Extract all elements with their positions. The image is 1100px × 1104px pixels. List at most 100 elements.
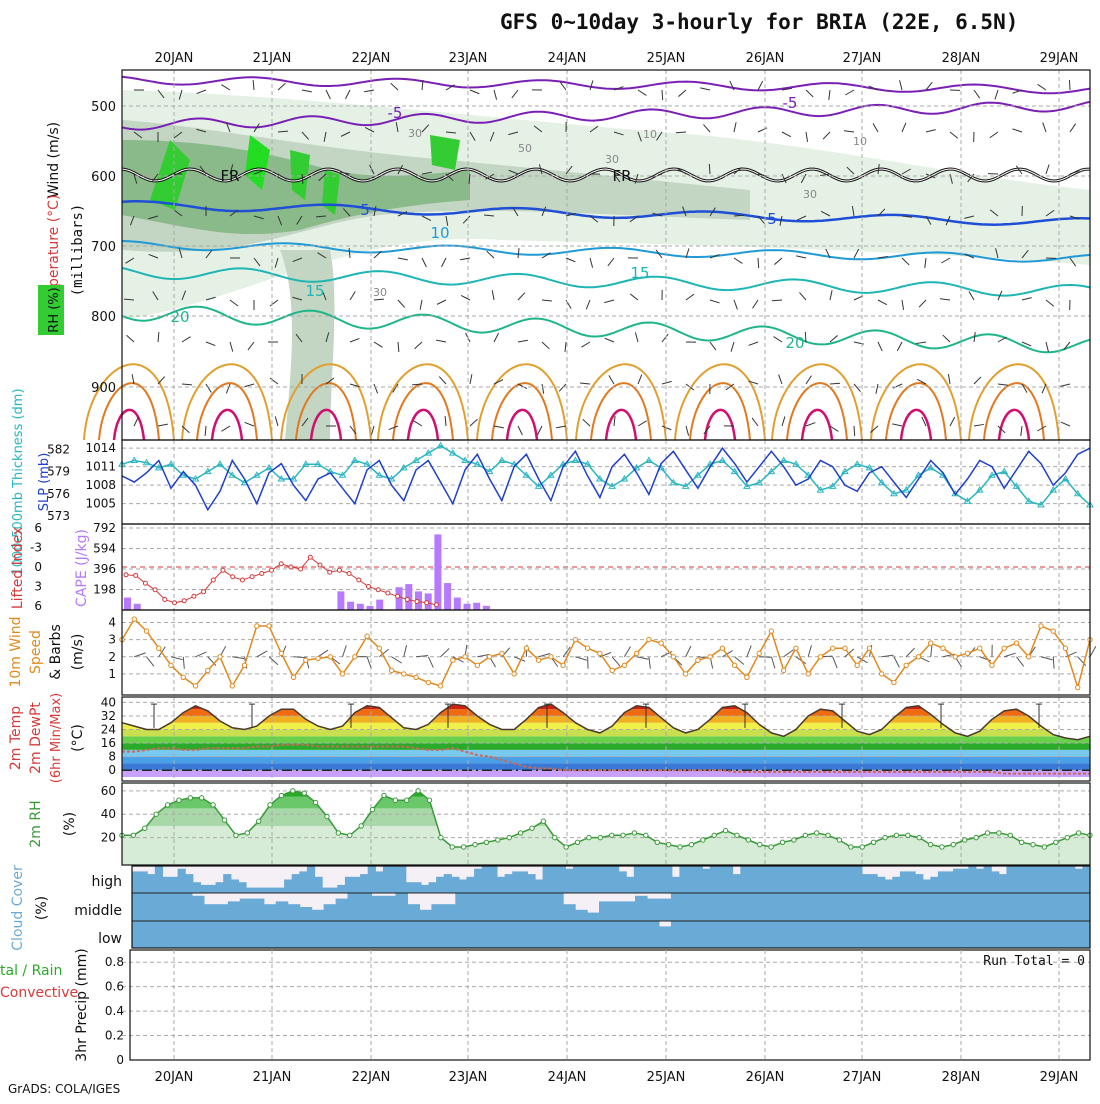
cape-bar — [444, 583, 451, 610]
rh2m-series-point — [553, 835, 557, 839]
slp-tick-0: 1014 — [85, 441, 116, 455]
wind10-series-point — [1039, 624, 1043, 628]
cloud-bar-middle — [324, 904, 337, 921]
cloud-bar-high — [664, 866, 672, 893]
cloud-bar-high — [459, 880, 467, 894]
wind10-barb — [624, 646, 630, 656]
wind10-series-point — [855, 663, 859, 667]
wind10-series-point — [904, 663, 908, 667]
lifted-index-point — [425, 601, 429, 605]
wind10-series-point — [255, 624, 259, 628]
wind10-series-point — [892, 680, 896, 684]
cloud-bar-high — [467, 877, 475, 893]
cloud-bar-middle — [443, 904, 456, 921]
rh2m-series-point — [245, 831, 249, 835]
ylabel-cape: CAPE (J/kg) — [74, 529, 90, 607]
lifted-index-point — [173, 601, 177, 605]
cloud-bar-high — [261, 888, 269, 893]
wind10-series-point — [475, 663, 479, 667]
cloud-bar-middle — [719, 893, 732, 921]
cloud-bar-middle — [791, 893, 804, 921]
lifted-index-point — [405, 598, 409, 602]
date-label-bottom-9: 29JAN — [1040, 1070, 1079, 1085]
cloud-bar-high — [641, 866, 649, 893]
cloud-bar-low — [276, 921, 289, 948]
cloud-bar-high — [527, 874, 535, 893]
rh2m-series-point — [325, 814, 329, 818]
cloud-bar-low — [851, 921, 864, 948]
date-label-top-1: 21JAN — [253, 51, 292, 66]
cloud-bar-low — [743, 921, 756, 948]
cloud-bar-low — [982, 921, 995, 948]
temp-band-2 — [122, 757, 1090, 764]
wind10-series-point — [463, 655, 467, 659]
rh2m-area — [122, 791, 1090, 865]
rh2m-bands — [122, 779, 1090, 826]
wind10-series-point — [438, 684, 442, 688]
rh2m-series-point — [849, 845, 853, 849]
cloud-bar-low — [1030, 921, 1043, 948]
cloud-bar-middle — [1066, 893, 1079, 921]
rh2m-series-point — [575, 840, 579, 844]
wind10-barb — [1053, 657, 1054, 669]
wind10-barb — [147, 657, 154, 666]
rh2m-series-point — [336, 831, 340, 835]
rh2m-series-point — [200, 796, 204, 800]
lifted-index-point — [308, 555, 312, 559]
cloud-bar-middle — [252, 899, 265, 921]
cloud-bar-middle — [587, 913, 600, 921]
precip-tick-3: 0.2 — [105, 1029, 124, 1043]
ylabel-convective: Convective — [0, 985, 78, 1001]
cloud-bar-high — [132, 871, 140, 893]
rh2m-series-point — [439, 835, 443, 839]
lifted-index-point — [347, 572, 351, 576]
rh2m-series-point — [712, 833, 716, 837]
cloud-bar-high — [862, 874, 870, 893]
cloud-bar-high — [1044, 866, 1052, 893]
wind10-barb — [906, 648, 914, 657]
contour-label-8: 15 — [630, 264, 649, 282]
cloud-bar-low — [839, 921, 852, 948]
cloud-bar-high — [611, 866, 619, 893]
cloud-bar-low — [324, 921, 337, 948]
cloud-bar-low — [755, 921, 768, 948]
cloud-bar-high — [847, 866, 855, 893]
cloud-bar-middle — [970, 893, 983, 921]
cape-bar — [396, 587, 403, 610]
wind10-barb — [257, 651, 267, 657]
cloud-bar-high — [733, 874, 741, 893]
cloud-bar-middle — [886, 893, 899, 921]
lifted-index-point — [134, 573, 138, 577]
cloud-bar-low — [683, 921, 696, 948]
slp-tick-1: 1011 — [85, 460, 116, 474]
lifted-index-point — [211, 578, 215, 582]
wind10-series-point — [929, 641, 933, 645]
rh2m-series-point — [701, 838, 705, 842]
cloud-bar-low — [192, 921, 205, 948]
wind10-series-point — [389, 668, 393, 672]
cloud-bar-middle — [132, 893, 145, 921]
cloud-bar-high — [596, 866, 604, 893]
contour-label-15: 30 — [373, 286, 387, 299]
wind10-barb — [343, 645, 347, 656]
cloud-bar-high — [345, 877, 353, 893]
cloud-bar-high — [968, 866, 976, 893]
wind-tick-4: 4 — [108, 616, 116, 630]
wind10-series-point — [230, 684, 234, 688]
cloud-bar-high — [535, 880, 543, 894]
wind10-series-point — [267, 624, 271, 628]
cloud-bar-high — [991, 871, 999, 893]
cloud-bar-low — [240, 921, 253, 948]
wind10-series-point — [647, 637, 651, 641]
lifted-index-point — [434, 603, 438, 607]
cloud-bar-high — [170, 877, 178, 893]
cloud-bar-high — [254, 888, 262, 893]
cloud-bar-middle — [779, 893, 792, 921]
upper-wind-barb — [772, 300, 782, 301]
cloud-bar-low — [886, 921, 899, 948]
rh2m-series-point — [644, 833, 648, 837]
cloud-bar-high — [801, 866, 809, 893]
precip-tick-2: 0.4 — [105, 1004, 124, 1018]
rh2m-series-point — [609, 833, 613, 837]
